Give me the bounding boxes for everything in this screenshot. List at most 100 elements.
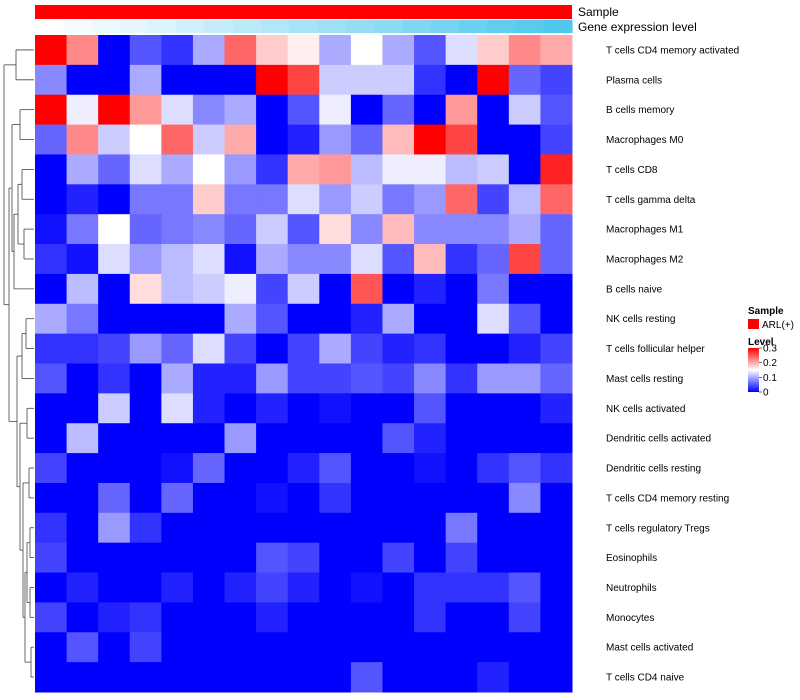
heatmap-cell: [445, 482, 478, 514]
heatmap-cell: [161, 35, 194, 66]
legend: Sample ARL(+) Level 0.3 0.2 0.1 0: [748, 306, 794, 399]
heatmap-cell: [98, 393, 131, 424]
row-label: Macrophages M1: [606, 225, 684, 236]
heatmap-cell: [445, 124, 478, 155]
heatmap-cell: [161, 124, 194, 155]
heatmap-cell: [445, 184, 478, 215]
heatmap-cell: [350, 632, 383, 663]
heatmap-cell: [35, 303, 68, 335]
heatmap-cell: [540, 602, 573, 633]
heatmap-cell: [477, 273, 510, 305]
heatmap-cell: [224, 154, 257, 185]
row-label: B cells memory: [606, 105, 674, 116]
heatmap-cell: [161, 64, 194, 96]
heatmap-cell: [224, 572, 257, 603]
gene-expression-cell: [289, 20, 319, 33]
row-label: Plasma cells: [606, 75, 662, 86]
heatmap-cell: [414, 94, 447, 126]
gene-expression-cell: [515, 20, 545, 33]
heatmap-cell: [161, 244, 194, 275]
heatmap-cell: [98, 244, 131, 275]
legend-sample-title: Sample: [748, 306, 784, 317]
heatmap-cell: [98, 482, 131, 514]
heatmap-cell: [129, 154, 162, 185]
heatmap-cell: [287, 94, 320, 126]
heatmap-cell: [508, 423, 541, 454]
heatmap-cell: [192, 154, 226, 185]
heatmap-cell: [35, 94, 68, 126]
gene-expression-cell: [261, 20, 290, 33]
heatmap-cell: [256, 303, 289, 335]
heatmap-cell: [540, 303, 573, 335]
heatmap-cell: [98, 184, 131, 215]
heatmap-cell: [35, 542, 68, 574]
heatmap-cell: [319, 273, 352, 305]
heatmap-cell: [508, 632, 541, 663]
heatmap-cell: [445, 273, 478, 305]
heatmap-cell: [287, 64, 320, 96]
heatmap-cell: [319, 662, 352, 693]
heatmap-cell: [129, 393, 162, 424]
heatmap-cell: [287, 35, 320, 66]
heatmap-cell: [192, 303, 226, 335]
heatmap-cell: [287, 244, 320, 275]
heatmap-cell: [224, 184, 257, 215]
heatmap-cell: [540, 94, 573, 126]
heatmap-cell: [66, 273, 99, 305]
heatmap-cell: [66, 482, 99, 514]
heatmap-cell: [66, 512, 99, 544]
heatmap-cell: [192, 273, 226, 305]
heatmap-cell: [319, 453, 352, 484]
gene-expression-cell: [374, 20, 404, 33]
heatmap-cell: [477, 602, 510, 633]
gene-expression-cell: [63, 20, 93, 33]
heatmap-cell: [350, 273, 383, 305]
heatmap-cell: [350, 453, 383, 484]
heatmap-cell: [66, 333, 99, 364]
heatmap-cell: [508, 244, 541, 275]
heatmap-cell: [350, 64, 383, 96]
row-label: Eosinophils: [606, 553, 657, 564]
heatmap-cell: [350, 184, 383, 215]
heatmap-cell: [35, 482, 68, 514]
heatmap-cell: [319, 303, 352, 335]
heatmap-cell: [477, 662, 510, 693]
heatmap-cell: [540, 482, 573, 514]
heatmap-cell: [414, 214, 447, 245]
heatmap-cell: [256, 184, 289, 215]
row-label: T cells regulatory Tregs: [606, 523, 710, 534]
heatmap-cell: [477, 632, 510, 663]
heatmap-cell: [192, 184, 226, 215]
heatmap-cell: [192, 333, 226, 364]
heatmap-cell: [508, 512, 541, 544]
heatmap-cell: [319, 393, 352, 424]
heatmap-cell: [287, 184, 320, 215]
heatmap-cell: [66, 363, 99, 394]
heatmap-cell: [192, 244, 226, 275]
heatmap-cell: [192, 393, 226, 424]
heatmap-cell: [192, 214, 226, 245]
heatmap-cell: [382, 94, 415, 126]
heatmap-cell: [66, 244, 99, 275]
heatmap-cell: [350, 94, 383, 126]
heatmap-cell: [319, 214, 352, 245]
heatmap-cell: [224, 393, 257, 424]
legend-tick-label: 0.1: [763, 373, 777, 384]
heatmap-cell: [66, 303, 99, 335]
heatmap-cell: [98, 423, 131, 454]
heatmap-cell: [508, 94, 541, 126]
heatmap-cell: [319, 244, 352, 275]
row-label: NK cells resting: [606, 314, 675, 325]
heatmap-cell: [192, 363, 226, 394]
row-labels: T cells CD4 memory activated Plasma cells…: [606, 45, 739, 683]
heatmap-cell: [129, 482, 162, 514]
heatmap-cell: [161, 393, 194, 424]
heatmap-cell: [382, 393, 415, 424]
heatmap-cell: [35, 64, 68, 96]
heatmap-cell: [445, 572, 478, 603]
heatmap-cell: [382, 303, 415, 335]
heatmap-cell: [98, 662, 131, 693]
heatmap-cell: [66, 602, 99, 633]
heatmap-cell: [129, 333, 162, 364]
gene-expression-cell: [35, 20, 64, 33]
